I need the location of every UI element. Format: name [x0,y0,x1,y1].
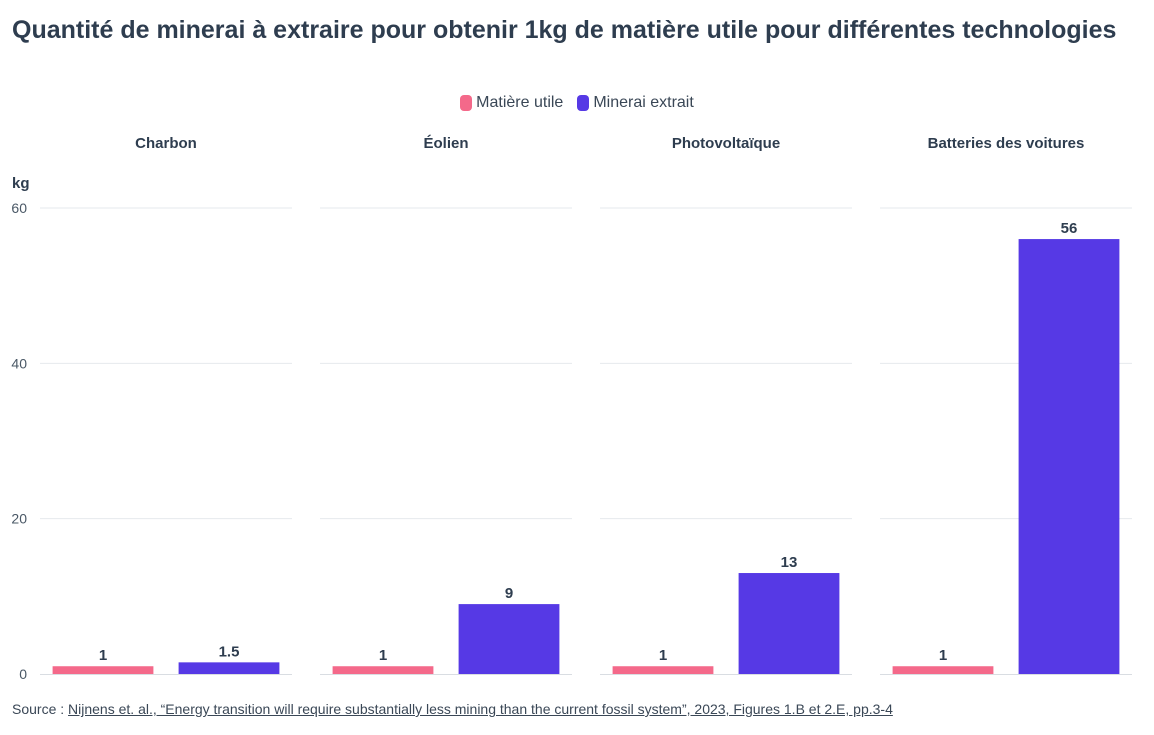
bar [1018,239,1120,675]
data-label: 9 [505,585,513,602]
facet-title: Batteries des voitures [928,135,1085,152]
legend-item-matiere-utile[interactable]: Matière utile [460,94,563,112]
legend-swatch-matiere-utile [460,95,473,111]
bar [458,604,560,674]
data-label: 56 [1061,220,1078,237]
data-label: 1 [379,647,387,664]
chart-title: Quantité de minerai à extraire pour obte… [12,16,1117,44]
data-label: 13 [781,554,798,571]
facet-title: Photovoltaïque [672,135,780,152]
data-label: 1 [659,647,667,664]
y-axis-label: kg [12,175,30,192]
legend-item-minerai-extrait[interactable]: Minerai extrait [577,94,694,112]
bar [332,666,434,674]
legend-label-matiere-utile: Matière utile [476,94,564,111]
legend-swatch-minerai-extrait [577,95,590,111]
bar [892,666,994,674]
bar [178,662,280,674]
data-label: 1 [99,647,107,664]
bar [738,573,840,674]
source-link[interactable]: Nijnens et. al., “Energy transition will… [68,701,893,717]
legend-label-minerai-extrait: Minerai extrait [593,94,694,111]
legend: Matière utile Minerai extrait [0,94,1154,112]
source-prefix: Source : [12,701,69,717]
bar [612,666,714,674]
facet-title: Charbon [135,135,197,152]
data-label: 1.5 [219,643,240,660]
y-tick-label: 20 [11,511,27,527]
y-tick-label: 0 [19,666,27,682]
y-tick-label: 60 [11,200,27,216]
data-label: 1 [939,647,947,664]
facet-title: Éolien [423,135,468,152]
y-tick-label: 40 [11,355,27,371]
bar [52,666,154,674]
source-note: Source : Nijnens et. al., “Energy transi… [12,701,893,717]
